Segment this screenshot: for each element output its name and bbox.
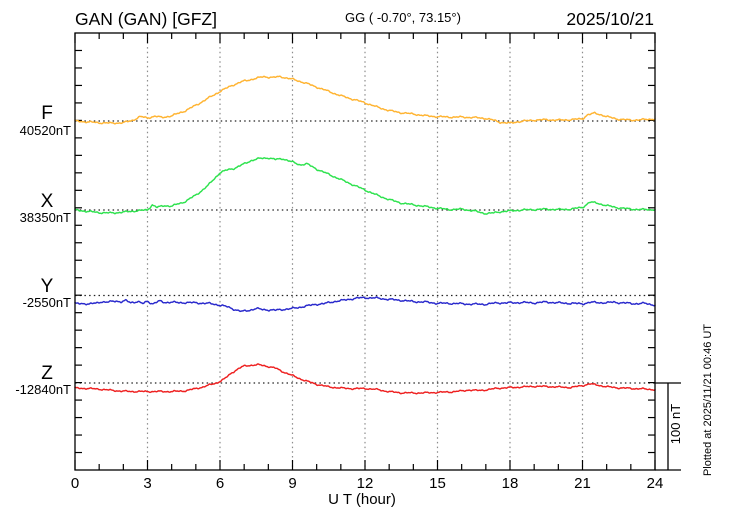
hour-tick-label-18: 18	[502, 475, 519, 492]
hour-tick-label-24: 24	[647, 475, 664, 492]
hour-tick-label-12: 12	[357, 475, 374, 492]
plot-frame	[74, 32, 656, 471]
channel-baseline-Z: -12840nT	[15, 382, 71, 397]
hour-tick-label-6: 6	[216, 475, 224, 492]
observation-date: 2025/10/21	[566, 9, 654, 29]
trace-Z	[74, 363, 656, 395]
hour-tick-label-0: 0	[71, 475, 79, 492]
channel-baseline-Y: -2550nT	[23, 295, 71, 310]
trace-F	[74, 75, 656, 125]
plotted-at-stamp: Plotted at 2025/11/21 00:46 UT	[702, 324, 714, 476]
channel-letter-Y: Y	[41, 276, 54, 297]
channel-letter-X: X	[41, 191, 54, 212]
hour-tick-label-21: 21	[574, 475, 591, 492]
channel-letter-F: F	[41, 103, 53, 124]
hour-tick-label-3: 3	[143, 475, 151, 492]
station-title: GAN (GAN) [GFZ]	[75, 9, 217, 29]
geographic-coordinates: GG ( -0.70°, 73.15°)	[345, 10, 461, 25]
hour-tick-label-9: 9	[288, 475, 296, 492]
trace-X	[74, 157, 656, 215]
channel-letter-Z: Z	[41, 363, 53, 384]
x-axis-title: U T (hour)	[328, 491, 396, 508]
plot-generated-layer: 0 3 6 9 12 15 18 21 24	[71, 33, 664, 492]
channel-baseline-F: 40520nT	[20, 123, 71, 138]
scale-bar: 100 nT	[655, 382, 683, 471]
scale-bar-label: 100 nT	[668, 404, 683, 445]
hour-tick-label-15: 15	[429, 475, 446, 492]
trace-Y	[74, 296, 656, 313]
channel-baseline-X: 38350nT	[20, 210, 71, 225]
